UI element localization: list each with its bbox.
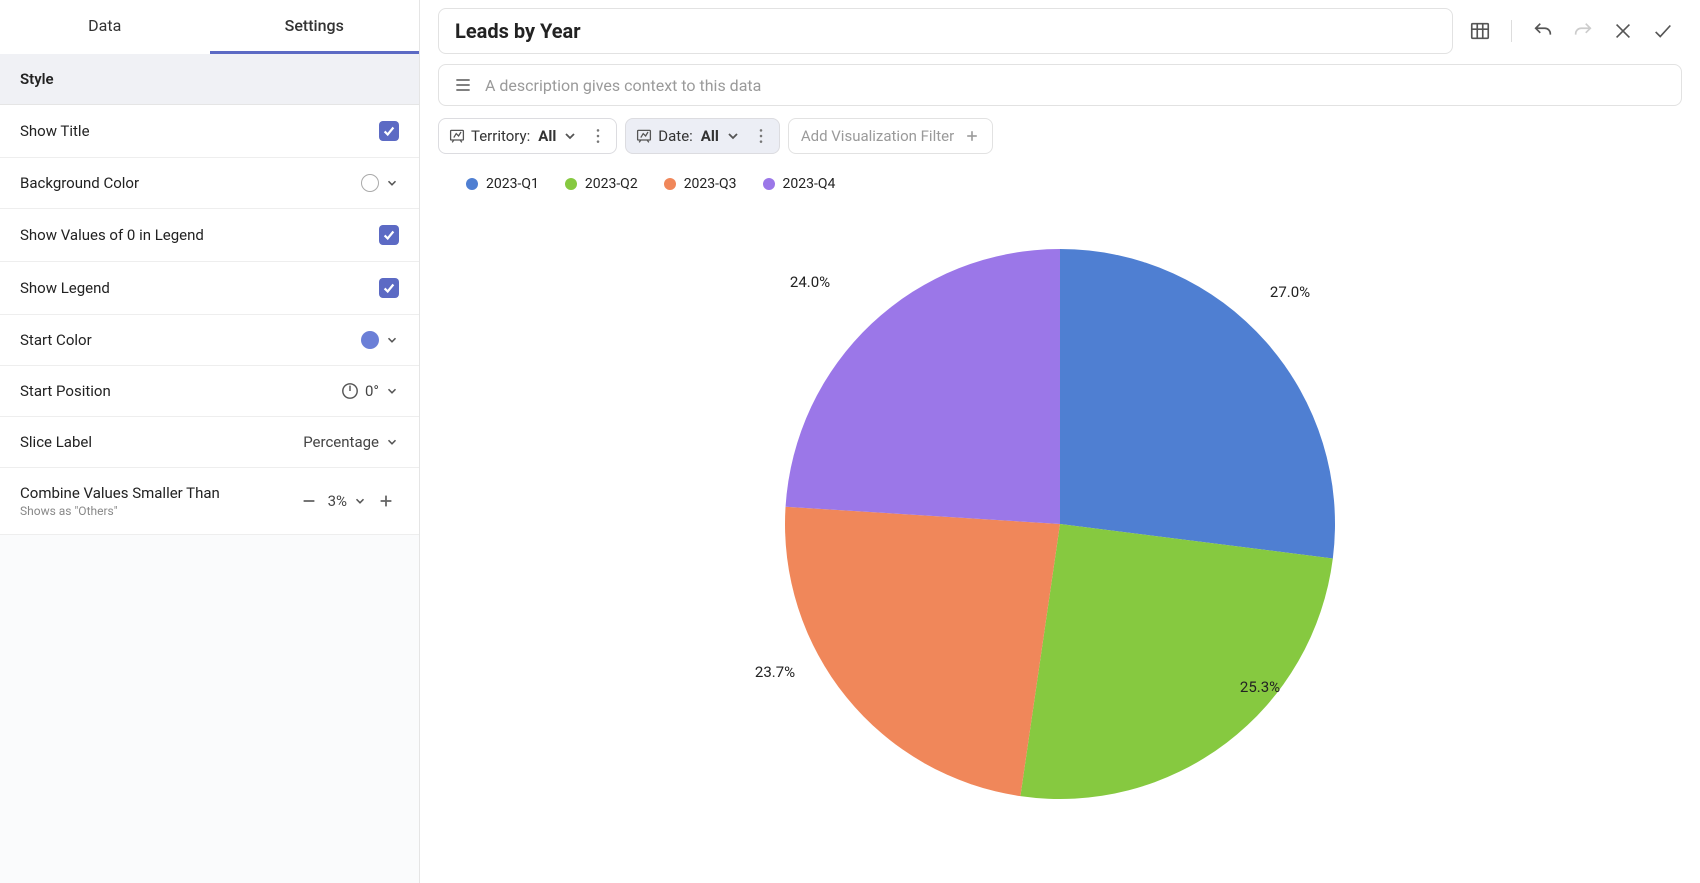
setting-sublabel: Shows as "Others" (20, 504, 220, 518)
setting-start-color: Start Color (0, 315, 419, 366)
legend-item[interactable]: 2023-Q4 (763, 176, 836, 192)
setting-label: Background Color (20, 174, 139, 192)
setting-label: Show Values of 0 in Legend (20, 226, 204, 244)
chevron-down-icon[interactable] (385, 435, 399, 449)
slice-label-value[interactable]: Percentage (303, 433, 379, 451)
filter-value: All (701, 127, 719, 145)
kebab-icon[interactable] (590, 128, 606, 144)
legend-item[interactable]: 2023-Q2 (565, 176, 638, 192)
checkbox-show-legend[interactable] (379, 278, 399, 298)
plus-icon (964, 128, 980, 144)
filter-label: Territory: (471, 127, 530, 145)
undo-icon[interactable] (1532, 20, 1554, 42)
filter-value: All (538, 127, 556, 145)
pie-slice[interactable] (785, 507, 1060, 796)
setting-show-title: Show Title (0, 105, 419, 158)
setting-label: Start Position (20, 382, 111, 400)
toolbar-separator (1511, 20, 1512, 42)
section-style-header: Style (0, 54, 419, 105)
filter-date[interactable]: Date: All (625, 118, 780, 154)
legend-dot (466, 178, 478, 190)
setting-show-legend: Show Legend (0, 262, 419, 315)
background-color-swatch[interactable] (361, 174, 379, 192)
slice-label: 27.0% (1270, 283, 1310, 301)
add-filter-label: Add Visualization Filter (801, 127, 954, 145)
setting-show-zero-legend: Show Values of 0 in Legend (0, 209, 419, 262)
add-filter-button[interactable]: Add Visualization Filter (788, 118, 993, 154)
setting-start-position: Start Position 0° (0, 366, 419, 417)
chart-title-input[interactable]: Leads by Year (438, 8, 1453, 54)
tab-settings[interactable]: Settings (210, 0, 420, 54)
table-view-icon[interactable] (1469, 20, 1491, 42)
legend-label: 2023-Q4 (783, 176, 836, 192)
slice-label: 24.0% (790, 273, 830, 291)
description-icon (453, 75, 473, 95)
checkbox-show-zero-legend[interactable] (379, 225, 399, 245)
tab-data[interactable]: Data (0, 0, 210, 54)
redo-icon[interactable] (1572, 20, 1594, 42)
filter-icon (636, 128, 652, 144)
filters-row: Territory: All Date: All Add Visualizati… (438, 118, 1682, 154)
filter-territory[interactable]: Territory: All (438, 118, 617, 154)
legend-label: 2023-Q1 (486, 176, 539, 192)
combine-value[interactable]: 3% (328, 492, 347, 510)
pie-slice[interactable] (1020, 524, 1332, 799)
setting-label: Combine Values Smaller Than (20, 484, 220, 502)
slice-label: 25.3% (1240, 678, 1280, 696)
pie-chart: 27.0% 25.3% 23.7% 24.0% (438, 192, 1682, 832)
kebab-icon[interactable] (753, 128, 769, 144)
legend-item[interactable]: 2023-Q3 (664, 176, 737, 192)
filter-icon (449, 128, 465, 144)
settings-panel: Data Settings Style Show Title Backgroun… (0, 0, 420, 883)
setting-label: Start Color (20, 331, 92, 349)
legend-dot (664, 178, 676, 190)
legend-dot (763, 178, 775, 190)
description-placeholder: A description gives context to this data (485, 76, 761, 95)
setting-slice-label: Slice Label Percentage (0, 417, 419, 468)
setting-label: Show Title (20, 122, 90, 140)
panel-tabs: Data Settings (0, 0, 419, 54)
setting-combine-smaller: Combine Values Smaller Than Shows as "Ot… (0, 468, 419, 535)
filter-label: Date: (658, 127, 693, 145)
start-position-value[interactable]: 0° (365, 382, 379, 400)
checkbox-show-title[interactable] (379, 121, 399, 141)
chevron-down-icon (562, 128, 578, 144)
chevron-down-icon[interactable] (385, 384, 399, 398)
legend-label: 2023-Q3 (684, 176, 737, 192)
confirm-icon[interactable] (1652, 20, 1674, 42)
chevron-down-icon[interactable] (353, 494, 367, 508)
chevron-down-icon (725, 128, 741, 144)
legend-label: 2023-Q2 (585, 176, 638, 192)
chevron-down-icon[interactable] (385, 333, 399, 347)
close-icon[interactable] (1612, 20, 1634, 42)
start-color-swatch[interactable] (361, 331, 379, 349)
main-area: Leads by Year A description gives contex… (420, 0, 1700, 883)
legend-dot (565, 178, 577, 190)
setting-label: Slice Label (20, 433, 92, 451)
description-input[interactable]: A description gives context to this data (438, 64, 1682, 106)
top-toolbar: Leads by Year (438, 8, 1682, 54)
chevron-down-icon[interactable] (385, 176, 399, 190)
clock-icon (341, 382, 359, 400)
chart-legend: 2023-Q1 2023-Q2 2023-Q3 2023-Q4 (438, 176, 1682, 192)
decrement-button[interactable] (296, 488, 322, 514)
slice-label: 23.7% (755, 663, 795, 681)
setting-background-color: Background Color (0, 158, 419, 209)
setting-label: Show Legend (20, 279, 110, 297)
legend-item[interactable]: 2023-Q1 (466, 176, 539, 192)
increment-button[interactable] (373, 488, 399, 514)
